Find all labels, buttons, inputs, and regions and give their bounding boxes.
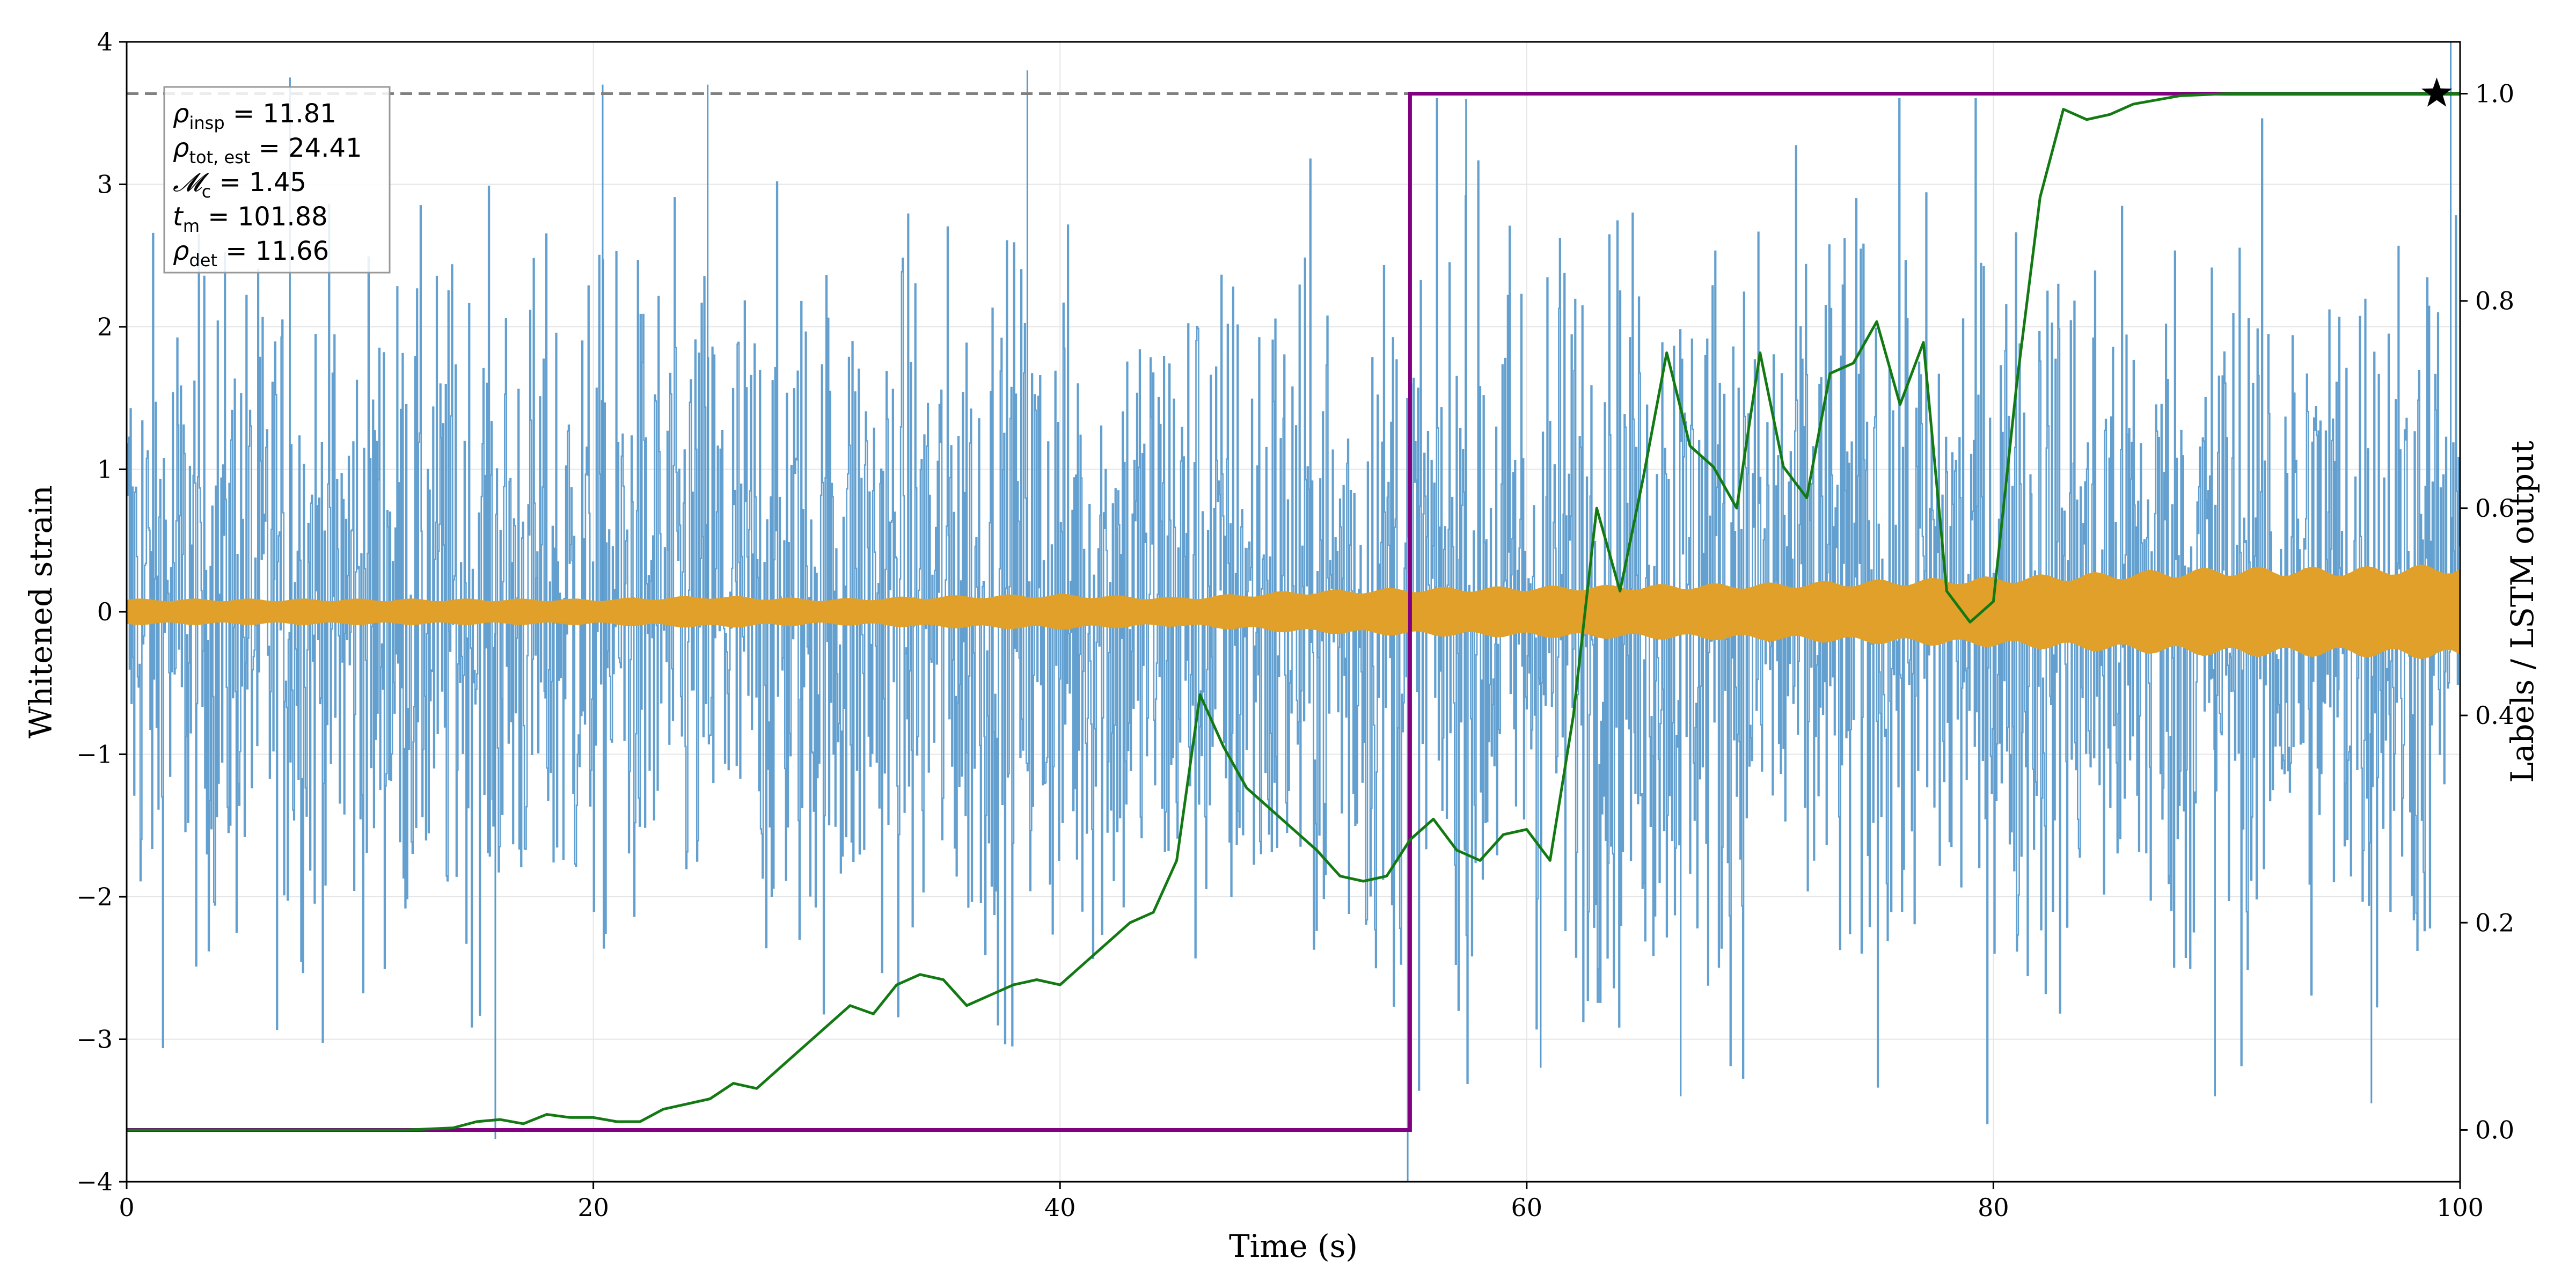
y-right-tick-label: 0.8 <box>2475 287 2514 316</box>
annotation-line: 𝓜c = 1.45 <box>173 167 306 202</box>
annotation-symbol: ρ <box>173 133 189 163</box>
annotation-subscript: m <box>183 216 200 236</box>
annotation-subscript: c <box>202 181 211 202</box>
x-axis-label: Time (s) <box>1229 1228 1358 1264</box>
y-left-tick-label: −3 <box>76 1025 113 1054</box>
y-left-tick-label: −4 <box>76 1167 113 1196</box>
tick-layer: 0 20 40 60 80 100 4 3 2 1 0 −1 −2 −3 −4 0.0 0.2 0.4 0.6 0.8… <box>76 27 2514 1222</box>
annotation-symbol: ρ <box>173 99 189 129</box>
annotation-symbol: ρ <box>173 236 189 266</box>
annotation-value: = 101.88 <box>200 202 328 232</box>
y-left-tick-label: 4 <box>97 27 113 56</box>
lstm-output-series <box>127 92 2460 1131</box>
y-right-tick-label: 0.4 <box>2475 701 2514 730</box>
y-axis-right-label: Labels / LSTM output <box>2504 441 2541 782</box>
annotation-subscript: tot, est <box>189 147 250 167</box>
x-tick-label: 60 <box>1511 1193 1543 1222</box>
annotation-line: ρtot, est = 24.41 <box>173 133 362 167</box>
label-step-line <box>127 92 2460 1132</box>
x-tick-label: 100 <box>2436 1193 2484 1222</box>
annotation-line: tm = 101.88 <box>173 202 328 236</box>
annotation-value: = 24.41 <box>250 133 362 163</box>
lstm-output-line <box>127 92 2460 1131</box>
y-axis-left-label: Whitened strain <box>23 485 59 738</box>
label-series <box>127 92 2460 1132</box>
y-left-tick-label: −1 <box>76 740 113 769</box>
annotation-line: ρdet = 11.66 <box>173 236 329 270</box>
detection-star-marker <box>2421 77 2453 107</box>
x-tick-label: 0 <box>119 1193 134 1222</box>
y-left-tick-label: 0 <box>97 597 113 626</box>
annotation-subscript: det <box>189 250 217 270</box>
y-left-tick-label: −2 <box>76 882 113 911</box>
x-tick-label: 20 <box>577 1193 609 1222</box>
y-left-tick-label: 3 <box>97 170 113 199</box>
annotation-subscript: insp <box>189 113 224 133</box>
marker-layer <box>2421 77 2453 107</box>
y-right-tick-label: 0.6 <box>2475 494 2514 523</box>
y-left-tick-label: 2 <box>97 312 113 341</box>
annotation-value: = 11.81 <box>225 99 336 129</box>
annotation-line: ρinsp = 11.81 <box>173 99 336 133</box>
y-left-tick-label: 1 <box>97 455 113 484</box>
y-right-tick-label: 0.0 <box>2475 1115 2514 1144</box>
x-tick-label: 40 <box>1044 1193 1076 1222</box>
y-right-tick-label: 1.0 <box>2475 79 2514 108</box>
annotation-symbol: t <box>173 202 184 232</box>
x-tick-label: 80 <box>1978 1193 2009 1222</box>
annotation-value: = 1.45 <box>211 167 306 197</box>
annotation-frame <box>163 86 391 274</box>
y-right-tick-label: 0.2 <box>2475 908 2514 937</box>
annotation-value: = 11.66 <box>217 236 329 266</box>
